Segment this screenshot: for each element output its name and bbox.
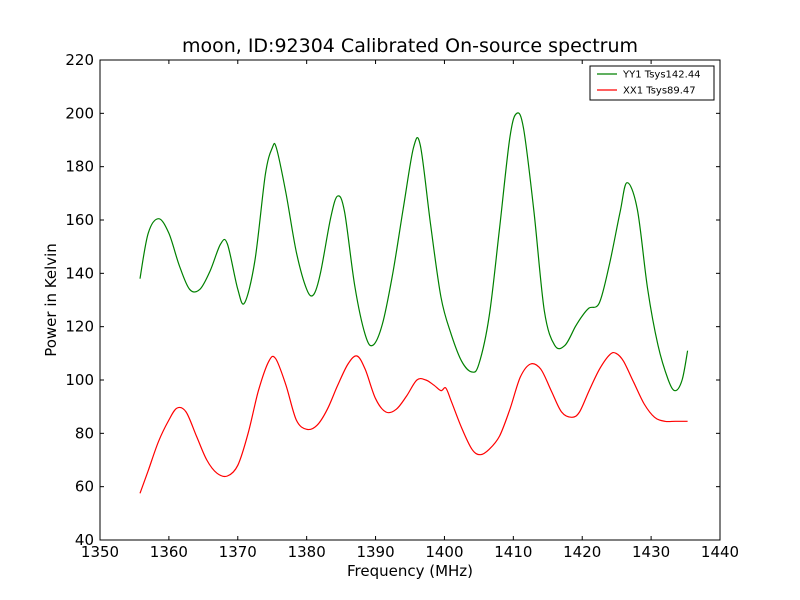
y-tick-label: 80 <box>75 424 94 442</box>
legend-label-xx1: XX1 Tsys89.47 <box>623 86 696 97</box>
y-tick-label: 40 <box>75 531 94 549</box>
x-tick-label: 1410 <box>494 543 532 561</box>
x-tick-label: 1380 <box>288 543 326 561</box>
y-tick-label: 120 <box>65 318 94 336</box>
x-axis-label: Frequency (MHz) <box>347 562 473 580</box>
x-tick-label: 1420 <box>563 543 601 561</box>
y-tick-label: 60 <box>75 478 94 496</box>
y-tick-labels: 40 60 80 100 120 140 160 180 200 220 <box>65 51 94 549</box>
y-tick-label: 160 <box>65 211 94 229</box>
x-tick-label: 1360 <box>150 543 188 561</box>
chart-title: moon, ID:92304 Calibrated On-source spec… <box>182 35 638 57</box>
x-tick-label: 1350 <box>81 543 119 561</box>
plot-frame <box>99 59 721 541</box>
y-tick-label: 180 <box>65 158 94 176</box>
legend-label-yy1: YY1 Tsys142.44 <box>622 70 701 81</box>
x-tick-label: 1440 <box>701 543 739 561</box>
y-axis-label: Power in Kelvin <box>42 243 60 357</box>
legend: YY1 Tsys142.44 XX1 Tsys89.47 <box>589 65 715 101</box>
x-tick-labels: 1350 1360 1370 1380 1390 1400 1410 1420 1430 1440 <box>81 543 739 561</box>
x-tick-label: 1390 <box>356 543 394 561</box>
plot-area <box>100 60 720 540</box>
ticks-group <box>99 59 721 541</box>
series-line-xx1 <box>139 351 688 494</box>
y-tick-label: 140 <box>65 264 94 282</box>
y-tick-label: 220 <box>65 51 94 69</box>
y-tick-label: 200 <box>65 104 94 122</box>
x-tick-label: 1430 <box>632 543 670 561</box>
series-line-yy1 <box>139 112 689 392</box>
y-tick-label: 100 <box>65 371 94 389</box>
x-tick-label: 1400 <box>425 543 463 561</box>
series-group <box>139 112 689 494</box>
x-tick-label: 1370 <box>219 543 257 561</box>
legend-box <box>589 65 715 101</box>
